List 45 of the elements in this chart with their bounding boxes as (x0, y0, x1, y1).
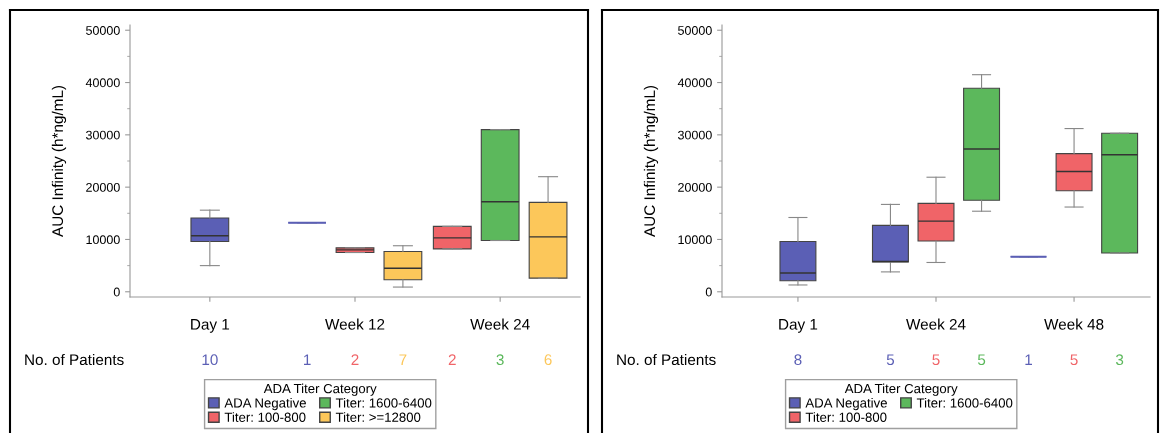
y-tick-label: 10000 (86, 235, 120, 245)
legend-label: Titer: 1600-6400 (335, 397, 432, 408)
legend-label: Titer: >=12800 (335, 412, 421, 422)
text: No. of Patients (25, 353, 124, 366)
legend-label: Titer: 1600-6400 (916, 397, 1013, 408)
legend-title: ADA Titer Category (844, 383, 958, 396)
legend-label: Titer: 100-800 (805, 412, 887, 422)
text: 1 (304, 354, 311, 365)
text: 5 (1070, 354, 1078, 366)
y-tick-label: 0 (705, 287, 712, 297)
y-axis-title: AUC Infinity (h*ng/mL) (643, 85, 659, 237)
y-tick-label: 20000 (86, 182, 120, 192)
x-tick-label: Week 12 (325, 318, 385, 330)
y-tick-label: 0 (113, 287, 120, 297)
y-tick-label: 50000 (86, 26, 120, 35)
y-tick-label: 10000 (678, 235, 712, 245)
y-tick-label: 40000 (677, 78, 712, 88)
text: 3 (496, 354, 504, 366)
text: 7 (399, 354, 407, 365)
legend-label: Titer: 100-800 (224, 412, 306, 422)
legend-title: ADA Titer Category (263, 383, 377, 396)
y-tick-label: 50000 (678, 26, 712, 35)
text: 8 (794, 354, 802, 366)
text: 1 (1025, 354, 1033, 365)
text: 2 (351, 354, 359, 365)
text: No. of Patients (617, 353, 716, 366)
text: 5 (932, 354, 940, 366)
y-tick-label: 30000 (678, 130, 712, 140)
x-tick-label: Day 1 (191, 319, 230, 333)
y-axis-title: AUC Infinity (h*ng/mL) (51, 85, 67, 237)
text: 2 (448, 354, 456, 365)
text: 5 (977, 354, 986, 366)
legend-label: ADA Negative (224, 397, 306, 411)
x-tick-label: Week 48 (1044, 318, 1104, 330)
x-tick-label: Week 24 (906, 318, 966, 330)
y-tick-label: 20000 (678, 182, 712, 192)
text: 3 (1115, 354, 1124, 366)
text: 6 (544, 354, 552, 366)
x-tick-label: Day 1 (779, 319, 818, 333)
y-tick-label: 40000 (85, 78, 120, 88)
text: 5 (886, 354, 895, 366)
x-tick-label: Week 24 (470, 318, 530, 330)
legend-label: ADA Negative (805, 397, 887, 411)
y-tick-label: 30000 (86, 130, 120, 140)
text: 10 (202, 354, 218, 366)
